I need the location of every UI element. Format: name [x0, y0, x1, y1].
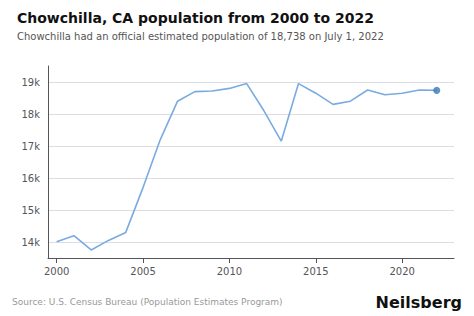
svg-text:17k: 17k: [21, 141, 40, 152]
svg-text:2000: 2000: [44, 266, 69, 277]
svg-text:Chowchilla, CA population from: Chowchilla, CA population from 2000 to 2…: [17, 10, 374, 26]
svg-text:16k: 16k: [21, 173, 40, 184]
svg-text:2020: 2020: [389, 266, 414, 277]
svg-text:Chowchilla had an official est: Chowchilla had an official estimated pop…: [17, 31, 384, 42]
svg-text:19k: 19k: [21, 77, 40, 88]
svg-text:14k: 14k: [21, 237, 40, 248]
svg-text:2005: 2005: [130, 266, 155, 277]
svg-text:Source: U.S. Census Bureau (Po: Source: U.S. Census Bureau (Population E…: [12, 297, 283, 307]
svg-text:2010: 2010: [217, 266, 242, 277]
svg-text:2015: 2015: [303, 266, 328, 277]
svg-text:Neilsberg: Neilsberg: [376, 293, 462, 312]
svg-text:15k: 15k: [21, 205, 40, 216]
svg-text:18k: 18k: [21, 109, 40, 120]
